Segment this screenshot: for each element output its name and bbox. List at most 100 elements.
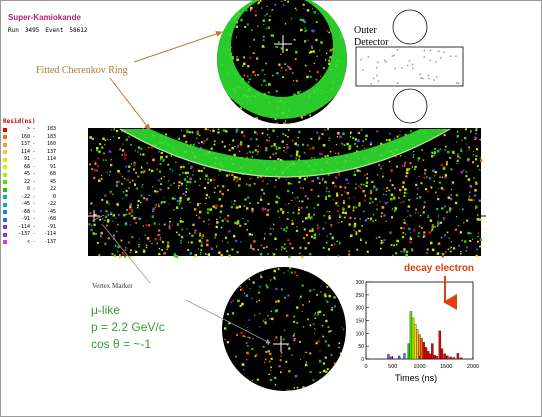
pmt-hit [277,268,280,270]
pmt-hit [423,207,425,209]
pmt-hit [182,166,185,169]
pmt-hit [307,197,309,200]
pmt-hit [248,78,250,80]
pmt-hit [236,221,240,224]
pmt-hit [179,196,182,200]
pmt-hit [129,205,132,208]
pmt-hit [274,278,276,280]
pmt-hit [339,215,342,218]
pmt-hit [396,243,398,246]
pmt-hit [156,243,158,245]
pmt-hit [342,206,344,208]
pmt-hit [354,187,357,190]
pmt-hit [141,186,143,188]
pmt-hit [381,206,385,209]
legend-swatch [3,135,7,140]
pmt-hit [353,224,357,228]
pmt-hit [389,132,391,135]
pmt-hit [242,217,244,219]
pmt-hit [369,141,373,145]
pmt-hit [446,161,448,164]
pmt-hit [130,163,132,165]
pmt-hit [176,231,178,234]
pmt-hit [327,248,331,251]
pmt-hit [100,234,102,237]
pmt-hit [281,0,283,2]
legend-swatch [3,165,7,170]
pmt-hit [350,131,352,134]
pmt-hit [330,268,332,270]
pmt-hit [339,5,341,7]
pmt-hit [251,380,253,382]
pmt-hit [434,171,437,174]
pmt-hit [156,193,158,195]
pmt-hit [237,378,240,381]
pmt-hit [294,142,297,146]
pmt-hit [228,230,231,233]
pmt-hit [317,313,319,316]
pmt-hit [276,72,279,75]
pmt-hit [475,182,478,185]
pmt-hit [456,162,458,164]
pmt-hit [138,243,140,246]
pmt-hit [148,168,151,171]
pmt-hit [262,320,264,322]
pmt-hit [169,223,171,225]
pmt-hit [200,249,203,252]
pmt-hit [97,157,100,160]
pmt-hit [316,131,319,134]
od-hit [429,49,432,51]
pmt-hit [292,335,295,337]
pmt-hit [274,384,277,386]
pmt-hit [134,184,136,186]
pmt-hit [375,219,377,222]
pmt-hit [308,268,311,271]
top-endcap [217,0,347,124]
pmt-hit [465,171,468,173]
pmt-hit [207,253,211,257]
pmt-hit [277,300,280,303]
pmt-hit [89,136,92,139]
pmt-hit [302,386,305,388]
pmt-hit [247,220,249,222]
pmt-hit [382,193,385,196]
pmt-hit [459,208,461,210]
pmt-hit [318,135,320,137]
pmt-hit [216,245,218,247]
pmt-hit [291,354,293,356]
pmt-hit [237,219,240,223]
pmt-hit [104,144,106,146]
barrel-unrolled [88,128,486,259]
pmt-hit [399,134,401,136]
pmt-hit [116,130,119,133]
pmt-hit [328,31,330,34]
legend-upper: -45 [46,208,56,215]
pmt-hit [399,188,402,192]
pmt-hit [326,210,328,213]
pmt-hit [263,238,265,240]
legend-dash: - [32,156,36,162]
pmt-hit [330,225,332,228]
pmt-hit [243,62,246,66]
pmt-hit [437,195,439,197]
pmt-hit [366,173,369,175]
pmt-hit [246,183,248,185]
legend-dash: - [32,141,36,147]
pmt-hit [156,242,158,244]
pmt-hit [101,146,104,149]
pmt-hit [402,181,405,184]
pmt-hit [304,363,308,367]
pmt-hit [200,169,203,173]
pmt-hit [337,273,339,275]
pmt-hit [167,242,169,244]
pmt-hit [221,141,224,143]
pmt-hit [456,135,459,138]
pmt-hit [199,178,201,180]
pmt-hit [339,13,341,15]
pmt-hit [396,239,399,243]
pmt-hit [472,161,475,164]
pmt-hit [114,245,117,247]
top-cap-ring-hits [217,0,347,119]
pmt-hit [344,211,347,215]
pmt-hit [410,130,412,132]
